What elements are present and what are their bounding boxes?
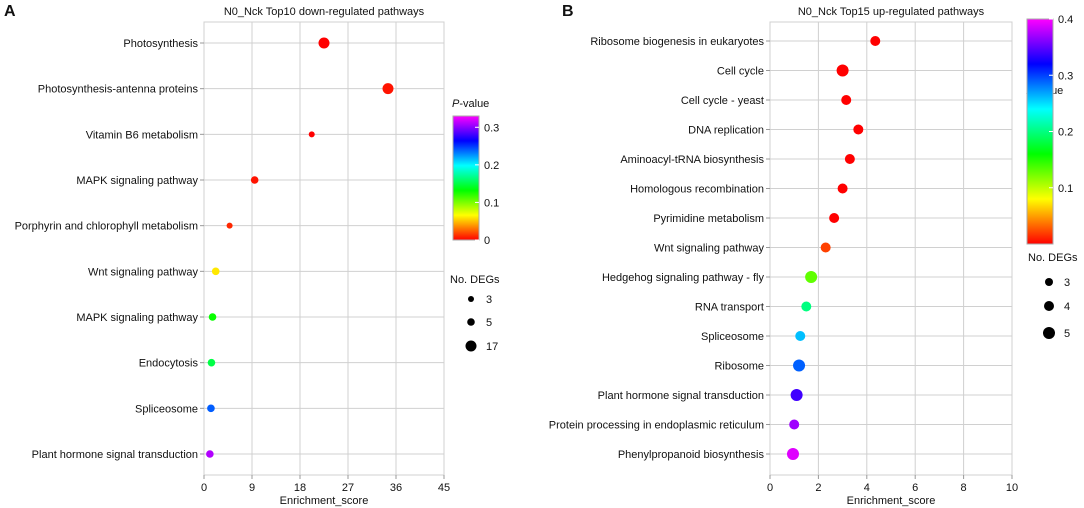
plot-frame [203,21,445,476]
category-label: DNA replication [688,125,764,137]
category-label: Hedgehog signaling pathway - fly [602,272,765,284]
category-label: Photosynthesis [123,38,198,50]
category-label: Cell cycle - yeast [681,95,764,107]
size-legend-dot [468,296,474,302]
data-point [207,404,215,413]
colorbar-tick-label: 0.4 [1058,14,1073,26]
x-axis-label: Enrichment_score [847,495,936,507]
data-point [790,389,803,401]
colorbar-tick-label: 0.1 [484,197,499,209]
size-legend-label: 3 [486,294,492,306]
data-point [853,124,864,135]
x-tick-label: 10 [1006,482,1018,494]
colorbar-gradient [452,115,480,241]
x-axis-label: Enrichment_score [280,495,369,507]
x-tick-label: 2 [815,482,821,494]
category-label: Spliceosome [135,403,198,415]
colorbar-title-italic: P [452,98,460,110]
data-point [789,419,800,430]
category-label: Pyrimidine metabolism [653,213,764,225]
data-point [382,83,394,95]
x-tick-label: 0 [201,482,207,494]
colorbar-tick-label: 0.3 [484,122,499,134]
size-legend-title: No. DEGs [1028,252,1078,264]
category-label: RNA transport [695,302,764,314]
data-point [793,359,806,372]
data-point [837,183,848,194]
size-legend-dot [1045,278,1053,286]
x-tick-label: 0 [767,482,773,494]
data-point [250,176,259,184]
data-point [208,313,217,321]
data-point [820,242,831,253]
category-label: Endocytosis [139,358,199,370]
x-tick-label: 4 [864,482,870,494]
size-legend-label: 5 [1064,328,1070,340]
x-tick-label: 18 [294,482,306,494]
data-point [308,131,315,138]
data-point [207,358,216,367]
category-label: Homologous recombination [630,184,764,196]
category-label: Plant hormone signal transduction [32,449,198,461]
category-label: Ribosome biogenesis in eukaryotes [590,36,764,48]
x-tick-label: 9 [249,482,255,494]
colorbar-title: P-value [452,98,489,110]
category-label: Wnt signaling pathway [88,266,199,278]
data-point [795,331,806,341]
category-label: Spliceosome [701,331,764,343]
size-legend-dot [1043,327,1055,339]
category-label: Aminoacyl-tRNA biosynthesis [620,154,764,166]
size-legend-dot [467,318,475,326]
category-label: Plant hormone signal transduction [598,390,764,402]
category-label: Protein processing in endoplasmic reticu… [549,420,764,432]
category-label: Photosynthesis-antenna proteins [38,84,199,96]
data-point [841,95,852,105]
panel-label: A [4,3,16,20]
category-label: Porphyrin and chlorophyll metabolism [15,221,198,233]
category-label: Wnt signaling pathway [654,243,765,255]
plot-frame [769,21,1013,476]
size-legend-label: 4 [1064,301,1070,313]
data-point [870,36,881,46]
size-legend-label: 5 [486,317,492,329]
category-label: Phenylpropanoid biosynthesis [618,449,765,461]
data-point [844,154,855,164]
size-legend-dot [1044,301,1054,311]
size-legend-label: 17 [486,341,498,353]
colorbar-tick-label: 0.1 [1058,183,1073,195]
colorbar-tick-label: 0.3 [1058,70,1073,82]
data-point [805,271,818,283]
data-point [786,448,799,460]
data-point [829,213,840,223]
category-label: MAPK signaling pathway [76,175,198,187]
category-label: MAPK signaling pathway [76,312,198,324]
colorbar-gradient [1026,18,1054,245]
category-label: Vitamin B6 metabolism [86,129,198,141]
size-legend-title: No. DEGs [450,274,500,286]
data-point [226,222,233,229]
data-point [836,64,849,77]
chart-title: N0_Nck Top15 up-regulated pathways [798,6,985,18]
data-point [211,267,220,276]
size-legend-label: 3 [1064,277,1070,289]
size-legend-dot [465,340,477,352]
x-tick-label: 36 [390,482,402,494]
colorbar-tick-label: 0 [484,235,490,247]
x-tick-label: 8 [961,482,967,494]
data-point [318,37,330,49]
data-point [206,450,214,458]
chart-title: N0_Nck Top10 down-regulated pathways [224,6,425,18]
colorbar-tick-label: 0.2 [1058,127,1073,139]
x-tick-label: 27 [342,482,354,494]
panel-label: B [562,3,574,20]
colorbar-tick-label: 0.2 [484,160,499,172]
colorbar-title-rest: -value [459,98,489,110]
category-label: Cell cycle [717,66,764,78]
x-tick-label: 6 [912,482,918,494]
x-tick-label: 45 [438,482,450,494]
data-point [801,301,812,312]
category-label: Ribosome [714,361,764,373]
